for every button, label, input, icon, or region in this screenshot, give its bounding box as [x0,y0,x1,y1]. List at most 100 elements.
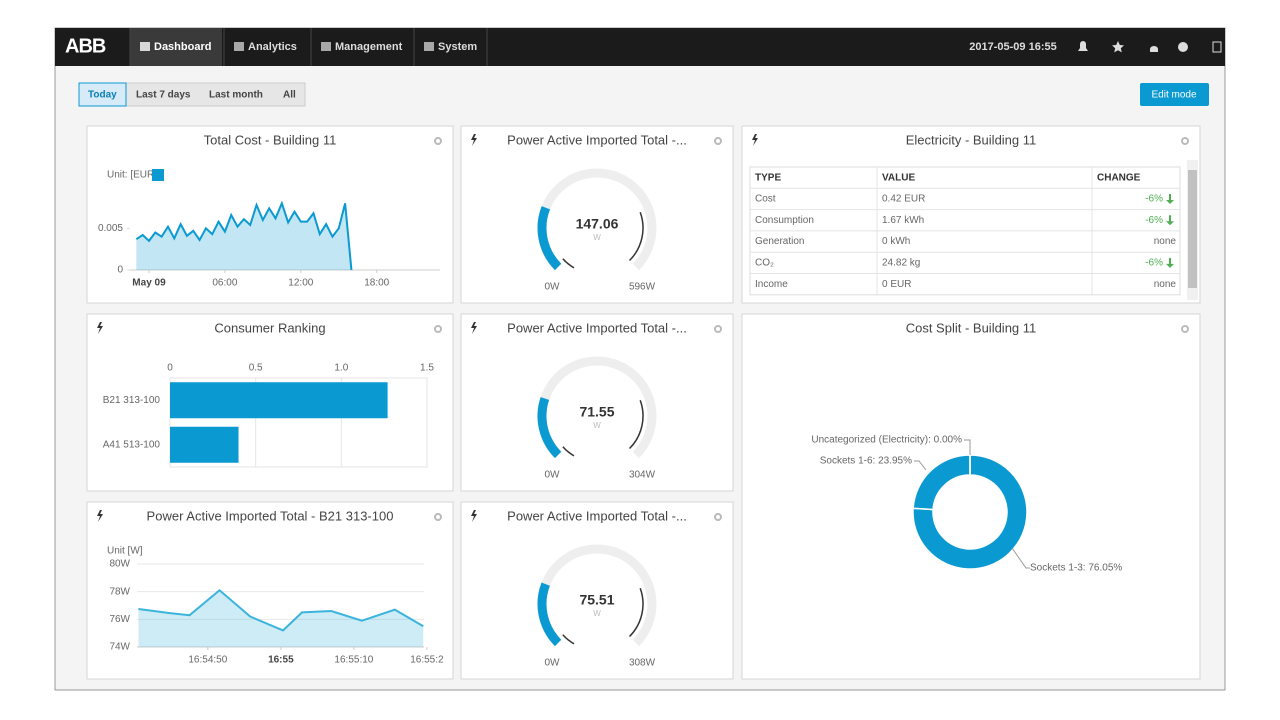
slice-label: Sockets 1-3: 76.05% [1030,563,1122,574]
edit-button[interactable] [1140,83,1209,106]
gauge-accent [562,446,575,457]
table-header: TYPE [755,172,781,183]
settings-icon[interactable] [714,137,722,145]
nav-icons [1078,41,1222,53]
table-cell: 0.42 EUR [882,194,925,205]
gauge-accent [562,258,575,269]
y-tick-label: 0 [117,265,123,276]
range-button[interactable]: Today [88,90,117,101]
widget-title: Consumer Ranking [214,320,325,335]
x-tick-label: 16:55 [268,655,294,666]
gauge-value-label: 75.51 [579,592,614,608]
table-cell: CO₂ [755,257,774,268]
table-cell: -6% [1145,257,1163,268]
bolt-icon [97,322,103,334]
gauge-value [537,397,562,459]
gauge-unit: W [593,609,601,618]
bar [170,382,388,419]
bolt-icon [471,322,477,334]
scrollbar-thumb[interactable] [1188,170,1197,288]
range-button[interactable]: All [283,90,296,101]
widget-title: Power Active Imported Total -... [507,132,687,147]
range-button[interactable]: Last 7 days [136,90,191,101]
category-label: B21 313-100 [103,395,161,406]
unit-label: Unit: [EUR] [107,170,157,181]
leader-line [964,439,971,455]
gauge-unit: W [593,421,601,430]
widget-title: Cost Split - Building 11 [906,320,1037,335]
table-cell: none [1154,236,1177,247]
gauge-accent [628,588,644,638]
y-tick-label: 80W [109,559,130,570]
x-tick-label: 16:54:50 [188,655,227,666]
gauge-max: 304W [629,470,656,481]
down-arrow [1166,257,1174,268]
gauge-min: 0W [545,658,561,669]
x-tick-label: 16:55:2 [410,655,444,666]
nav-icon [140,42,150,51]
leader-line [914,460,927,471]
bell-icon[interactable] [1078,41,1088,51]
nav-bar [55,28,1225,66]
donut-slice [912,454,1028,570]
category-label: A41 513-100 [103,439,161,450]
edit-label[interactable]: Edit mode [1151,90,1196,101]
gauge-accent [562,634,575,645]
range-button[interactable]: Last month [209,90,263,101]
settings-icon[interactable] [1181,325,1189,333]
nav-item[interactable]: Management [335,41,403,53]
table-cell: 0 EUR [882,279,911,290]
table-cell: Income [755,279,788,290]
range-active[interactable] [78,82,127,107]
x-tick-label: 0.5 [249,363,263,374]
settings-icon[interactable] [714,513,722,521]
table-cell: -6% [1145,194,1163,205]
table-cell: Consumption [755,215,814,226]
star-icon[interactable] [1112,41,1124,53]
nav-item[interactable]: System [438,41,477,53]
bolt-icon [471,510,477,522]
gauge-max: 596W [629,282,656,293]
settings-icon[interactable] [434,137,442,145]
settings-icon[interactable] [434,513,442,521]
user-icon[interactable] [1150,46,1158,52]
bolt-icon [752,134,758,146]
help-icon[interactable] [1178,42,1188,52]
x-tick-label: 1.5 [420,363,434,374]
widget-title: Power Active Imported Total -... [507,508,687,523]
x-tick-label: 18:00 [364,278,389,289]
table-header: VALUE [882,172,915,183]
nav-item[interactable]: Analytics [248,41,297,53]
settings-icon[interactable] [1181,137,1189,145]
table-cell: none [1154,279,1177,290]
nav-item[interactable]: Dashboard [154,41,211,53]
x-tick-label: 1.0 [334,363,348,374]
bolt-icon [97,510,103,522]
widget-title: Total Cost - Building 11 [204,132,337,147]
leader-line [1011,547,1030,569]
slice-label: Uncategorized (Electricity): 0.00% [811,435,962,446]
down-arrow [1166,215,1174,226]
widget-panel [741,313,1201,680]
x-tick-label: 16:55:10 [334,655,373,666]
table-cell: 0 kWh [882,236,910,247]
settings-icon[interactable] [714,325,722,333]
gauge-accent [628,400,644,450]
legend-swatch [152,169,164,181]
settings-icon[interactable] [434,325,442,333]
gauge-accent [628,212,644,262]
down-arrow [1166,193,1174,204]
bolt-icon [471,134,477,146]
y-tick-label: 74W [109,642,130,653]
widget-panel [86,501,454,680]
series-line [135,200,353,271]
gauge-unit: W [593,233,601,242]
widget-title: Electricity - Building 11 [906,132,1037,147]
gauge-min: 0W [545,470,561,481]
table-cell: 1.67 kWh [882,215,924,226]
area-fill [136,203,352,270]
logout-icon[interactable] [1212,41,1222,53]
gauge-min: 0W [545,282,561,293]
y-tick-label: 0.005 [98,223,123,234]
